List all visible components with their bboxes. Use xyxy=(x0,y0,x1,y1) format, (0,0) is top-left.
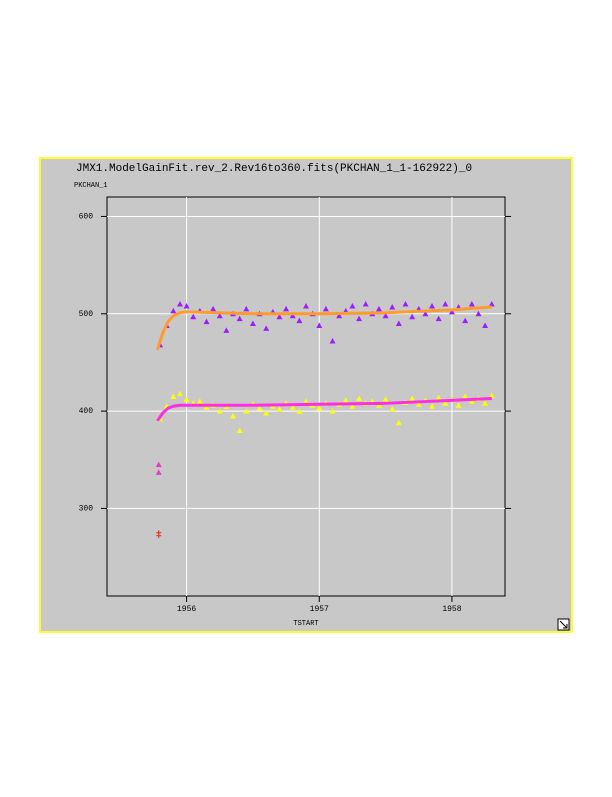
point xyxy=(395,419,402,426)
point xyxy=(296,408,303,414)
panel xyxy=(39,157,573,633)
point xyxy=(435,394,442,400)
point xyxy=(475,310,482,317)
x-axis-label: TSTART xyxy=(293,620,318,628)
point xyxy=(170,307,177,314)
y-tick-label: 400 xyxy=(79,407,94,416)
point xyxy=(435,315,442,322)
point xyxy=(303,302,309,309)
point xyxy=(176,390,183,397)
y-tick-label: 500 xyxy=(79,310,94,319)
point xyxy=(375,402,382,408)
point xyxy=(316,322,323,328)
point xyxy=(409,313,416,320)
point xyxy=(170,393,177,399)
point xyxy=(375,305,382,312)
point xyxy=(455,402,462,408)
point xyxy=(442,301,449,307)
fit-line xyxy=(156,396,492,422)
point xyxy=(183,396,190,402)
point xyxy=(409,395,416,401)
point xyxy=(283,305,290,312)
point xyxy=(422,310,429,317)
point xyxy=(216,408,223,414)
point xyxy=(482,400,489,406)
point xyxy=(462,317,469,324)
point xyxy=(429,302,436,309)
point xyxy=(429,403,436,409)
point xyxy=(289,404,296,410)
point xyxy=(155,461,162,468)
point xyxy=(155,469,162,475)
point xyxy=(356,395,363,401)
plot xyxy=(107,197,505,596)
point xyxy=(322,305,329,312)
point xyxy=(303,398,309,404)
point xyxy=(276,313,283,320)
point xyxy=(488,392,495,399)
point xyxy=(230,412,237,419)
point xyxy=(395,320,402,327)
point xyxy=(362,301,369,307)
point xyxy=(203,318,210,325)
point xyxy=(482,322,489,328)
point xyxy=(462,393,469,399)
x-tick-label: 1956 xyxy=(177,605,196,614)
point xyxy=(415,401,422,407)
point xyxy=(276,406,283,412)
point xyxy=(336,312,343,319)
point xyxy=(402,301,409,307)
point xyxy=(289,312,296,319)
point xyxy=(183,302,190,309)
point xyxy=(389,406,396,412)
y-tick-label: 600 xyxy=(79,213,94,222)
y-tick-label: 300 xyxy=(79,505,94,514)
point xyxy=(216,312,223,319)
point xyxy=(236,427,243,434)
point xyxy=(210,305,217,312)
point xyxy=(349,403,356,409)
point xyxy=(382,396,389,402)
point xyxy=(468,301,475,307)
point xyxy=(316,405,323,411)
point xyxy=(342,397,349,403)
point xyxy=(382,312,389,319)
point xyxy=(236,315,243,322)
point xyxy=(488,301,495,307)
point xyxy=(249,320,256,327)
point xyxy=(203,404,210,410)
chart-title: JMX1.ModelGainFit.rev_2.Rev16to360.fits(… xyxy=(76,163,472,175)
point xyxy=(468,398,475,404)
point xyxy=(329,408,336,414)
point xyxy=(156,533,162,539)
point xyxy=(223,327,230,333)
point xyxy=(176,301,183,307)
point xyxy=(356,315,363,322)
point xyxy=(190,313,197,320)
x-tick-label: 1957 xyxy=(310,605,329,614)
point xyxy=(296,317,303,324)
y-axis-label: PKCHAN_1 xyxy=(74,182,108,190)
point xyxy=(263,325,270,331)
resize-icon[interactable] xyxy=(557,618,570,631)
point xyxy=(256,405,263,411)
point xyxy=(243,408,250,414)
point xyxy=(349,302,356,309)
point xyxy=(448,308,455,315)
point xyxy=(329,338,336,344)
x-tick-label: 1958 xyxy=(442,605,461,614)
point xyxy=(389,303,396,310)
point xyxy=(243,305,250,312)
fit-line xyxy=(155,305,492,351)
point xyxy=(442,400,449,406)
point xyxy=(263,410,270,416)
plot-frame xyxy=(106,196,506,597)
point xyxy=(196,398,203,404)
